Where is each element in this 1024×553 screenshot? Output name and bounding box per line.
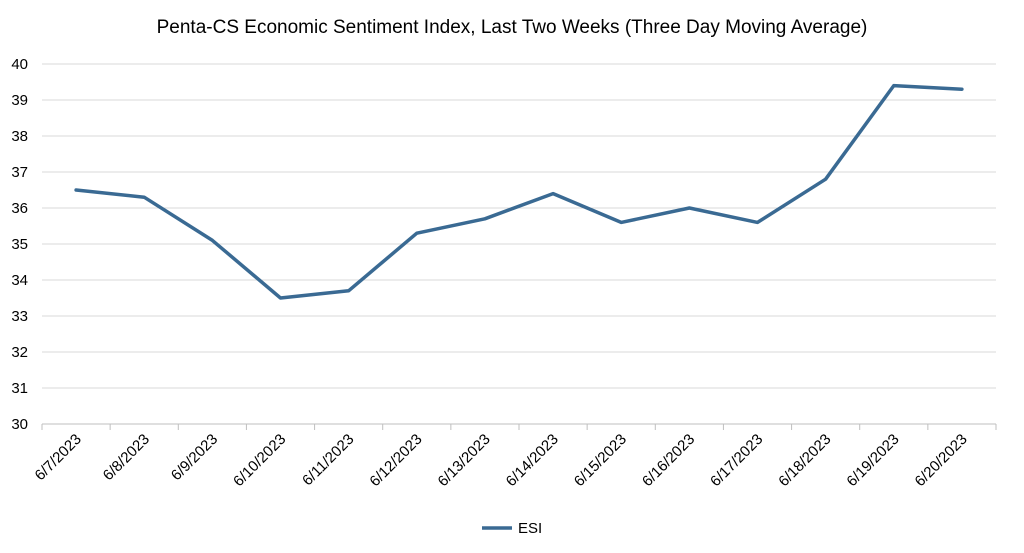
x-tick-label: 6/7/2023	[32, 431, 85, 484]
y-tick-label: 33	[11, 308, 28, 325]
x-tick-label: 6/20/2023	[912, 431, 971, 490]
y-tick-label: 35	[11, 236, 28, 253]
x-tick-label: 6/14/2023	[503, 431, 562, 490]
series-layer	[74, 83, 964, 300]
y-tick-label: 38	[11, 128, 28, 145]
x-tick-label: 6/18/2023	[775, 431, 834, 490]
y-tick-label: 39	[11, 92, 28, 109]
legend: ESI	[482, 520, 542, 537]
x-axis-ticks: 6/7/2023 6/8/2023 6/9/2023 6/10/2023 6/11/20…	[32, 431, 971, 490]
x-tick-label: 6/16/2023	[639, 431, 698, 490]
x-tick-label: 6/19/2023	[843, 431, 902, 490]
x-tick-label: 6/8/2023	[100, 431, 153, 484]
y-tick-label: 37	[11, 164, 28, 181]
y-tick-label: 40	[11, 56, 28, 73]
series-line-esi	[74, 83, 964, 300]
y-axis-ticks: 30 31 32 33 34 35 36 37 38 39 40	[11, 56, 28, 433]
y-tick-label: 32	[11, 344, 28, 361]
y-tick-label: 31	[11, 380, 28, 397]
x-tick-label: 6/11/2023	[299, 431, 357, 489]
gridlines	[41, 63, 997, 430]
x-tick-label: 6/12/2023	[366, 431, 425, 490]
legend-label: ESI	[518, 520, 542, 537]
y-tick-label: 34	[11, 272, 28, 289]
y-tick-label: 30	[11, 416, 28, 433]
y-tick-label: 36	[11, 200, 28, 217]
x-tick-label: 6/15/2023	[571, 431, 630, 490]
x-tick-label: 6/17/2023	[707, 431, 766, 490]
chart-title: Penta-CS Economic Sentiment Index, Last …	[157, 17, 868, 38]
x-tick-label: 6/13/2023	[435, 431, 494, 490]
x-tick-label: 6/10/2023	[230, 431, 289, 490]
x-tick-label: 6/9/2023	[168, 431, 221, 484]
